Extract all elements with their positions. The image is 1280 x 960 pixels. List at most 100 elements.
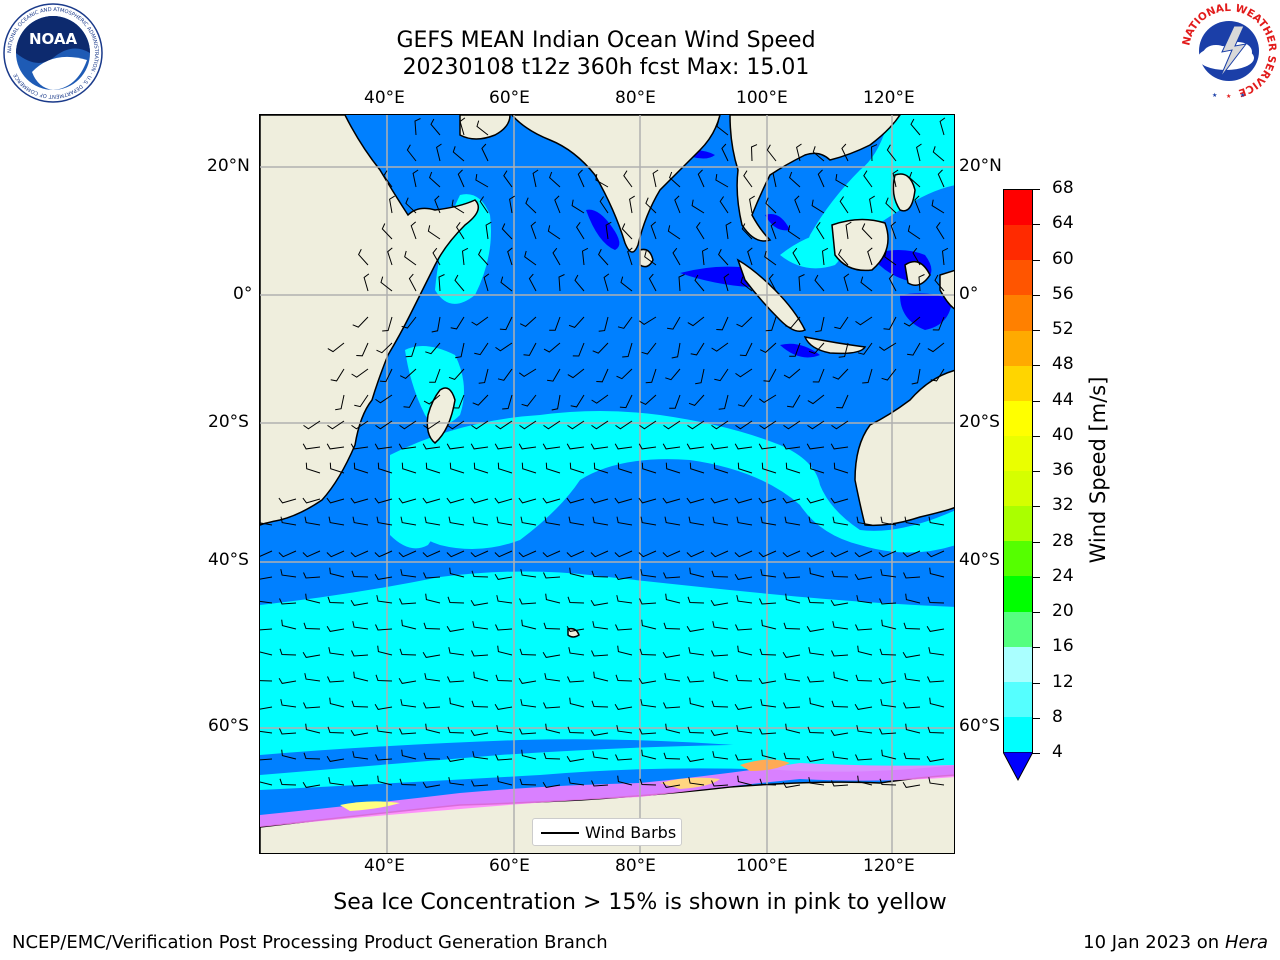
wind-barb bbox=[438, 274, 445, 292]
wind-barb bbox=[577, 169, 585, 188]
wind-barb bbox=[841, 143, 849, 162]
wind-barb bbox=[903, 622, 921, 630]
wind-barb bbox=[447, 596, 465, 604]
wind-barb bbox=[867, 247, 873, 266]
wind-barb bbox=[760, 699, 777, 708]
wind-barb bbox=[787, 225, 801, 240]
wind-barb bbox=[568, 647, 585, 656]
wind-barb bbox=[353, 671, 369, 682]
wind-barb bbox=[542, 652, 561, 658]
wind-barb bbox=[399, 420, 417, 430]
lat-label-left-20n: 20°N bbox=[207, 156, 250, 176]
wind-barb bbox=[424, 673, 441, 682]
wind-barb bbox=[854, 550, 873, 558]
sea-ice-note: Sea Ice Concentration > 15% is shown in … bbox=[333, 890, 947, 915]
wind-barb bbox=[763, 368, 777, 382]
lon-label-top-100e: 100°E bbox=[736, 88, 788, 108]
wind-barb bbox=[903, 702, 921, 709]
wind-barb bbox=[650, 221, 657, 240]
wind-barb bbox=[405, 342, 417, 358]
wind-barb bbox=[830, 600, 849, 606]
wind-barb bbox=[398, 678, 417, 684]
wind-barb bbox=[902, 782, 921, 788]
wind-barb bbox=[302, 443, 321, 450]
wind-barb bbox=[457, 169, 465, 188]
wind-barb bbox=[836, 394, 849, 409]
wind-barb bbox=[459, 117, 466, 136]
lon-label-bottom-120e: 120°E bbox=[863, 856, 915, 876]
wind-barb bbox=[663, 702, 681, 709]
wind-barb bbox=[380, 276, 393, 292]
wind-barb bbox=[880, 569, 897, 578]
colorbar-segment bbox=[1004, 400, 1032, 437]
wind-barb bbox=[470, 600, 489, 606]
wind-barb bbox=[549, 316, 561, 331]
wind-barb bbox=[765, 316, 777, 332]
wind-barb bbox=[789, 171, 801, 188]
map-panel bbox=[259, 114, 955, 854]
wind-barb bbox=[834, 316, 849, 330]
wind-barb bbox=[518, 497, 537, 504]
svg-text:NOAA: NOAA bbox=[29, 30, 78, 48]
wind-barb bbox=[521, 749, 537, 760]
wind-barb bbox=[502, 394, 513, 410]
wind-barb bbox=[929, 567, 945, 578]
wind-barb bbox=[662, 782, 681, 788]
wind-barb bbox=[909, 171, 921, 188]
wind-barb bbox=[496, 595, 513, 604]
wind-barb bbox=[326, 497, 345, 504]
wind-barb bbox=[543, 752, 561, 760]
wind-barb bbox=[857, 342, 873, 355]
wind-barb bbox=[545, 462, 561, 474]
wind-barb bbox=[591, 780, 609, 787]
wind-barb bbox=[711, 700, 729, 708]
colorbar-tick-label: 32 bbox=[1052, 495, 1074, 516]
wind-barb bbox=[356, 342, 369, 357]
wind-barb bbox=[352, 751, 369, 760]
wind-barb bbox=[427, 225, 441, 240]
wind-barb bbox=[598, 316, 609, 332]
wind-barb bbox=[930, 368, 945, 382]
wind-barb bbox=[495, 420, 513, 430]
colorbar-segment bbox=[1004, 471, 1032, 507]
wind-barb bbox=[470, 443, 489, 450]
wind-barb bbox=[476, 120, 489, 136]
wind-barb bbox=[389, 195, 395, 214]
lat-label-left-0: 0° bbox=[233, 284, 253, 304]
wind-barb bbox=[449, 697, 465, 708]
wind-barb bbox=[932, 316, 945, 331]
wind-barb bbox=[376, 516, 393, 526]
lon-label-bottom-80e: 80°E bbox=[615, 856, 656, 876]
wind-barb bbox=[591, 650, 609, 657]
wind-barb bbox=[374, 704, 393, 710]
colorbar-tick-label: 20 bbox=[1052, 601, 1074, 621]
wind-barb bbox=[379, 368, 393, 383]
wind-barb bbox=[811, 199, 825, 214]
lon-label-bottom-60e: 60°E bbox=[489, 856, 530, 876]
wind-barb bbox=[808, 342, 825, 354]
wind-barb bbox=[569, 567, 585, 578]
colorbar-segment bbox=[1004, 611, 1032, 648]
colorbar-segment bbox=[1004, 225, 1032, 261]
wind-barb bbox=[690, 342, 705, 356]
wind-barb bbox=[422, 550, 441, 558]
wind-barb bbox=[845, 221, 852, 240]
wind-barb bbox=[399, 728, 417, 735]
wind-barb bbox=[641, 342, 657, 355]
wind-barb bbox=[881, 619, 897, 630]
wind-barb bbox=[890, 221, 897, 240]
wind-barb bbox=[861, 223, 873, 240]
colorbar-tick-label: 8 bbox=[1052, 706, 1063, 727]
wind-barb bbox=[382, 316, 393, 332]
wind-barb bbox=[695, 222, 705, 240]
wind-barb bbox=[686, 756, 705, 762]
wind-barb bbox=[351, 368, 369, 378]
wind-barb bbox=[806, 497, 825, 504]
wind-barb bbox=[568, 516, 585, 526]
colorbar-tick bbox=[1032, 506, 1040, 508]
wind-barb bbox=[669, 171, 681, 188]
wind-barb bbox=[639, 728, 657, 735]
colorbar-tick bbox=[1032, 435, 1040, 437]
wind-barb bbox=[569, 462, 585, 474]
wind-barb bbox=[838, 248, 849, 266]
